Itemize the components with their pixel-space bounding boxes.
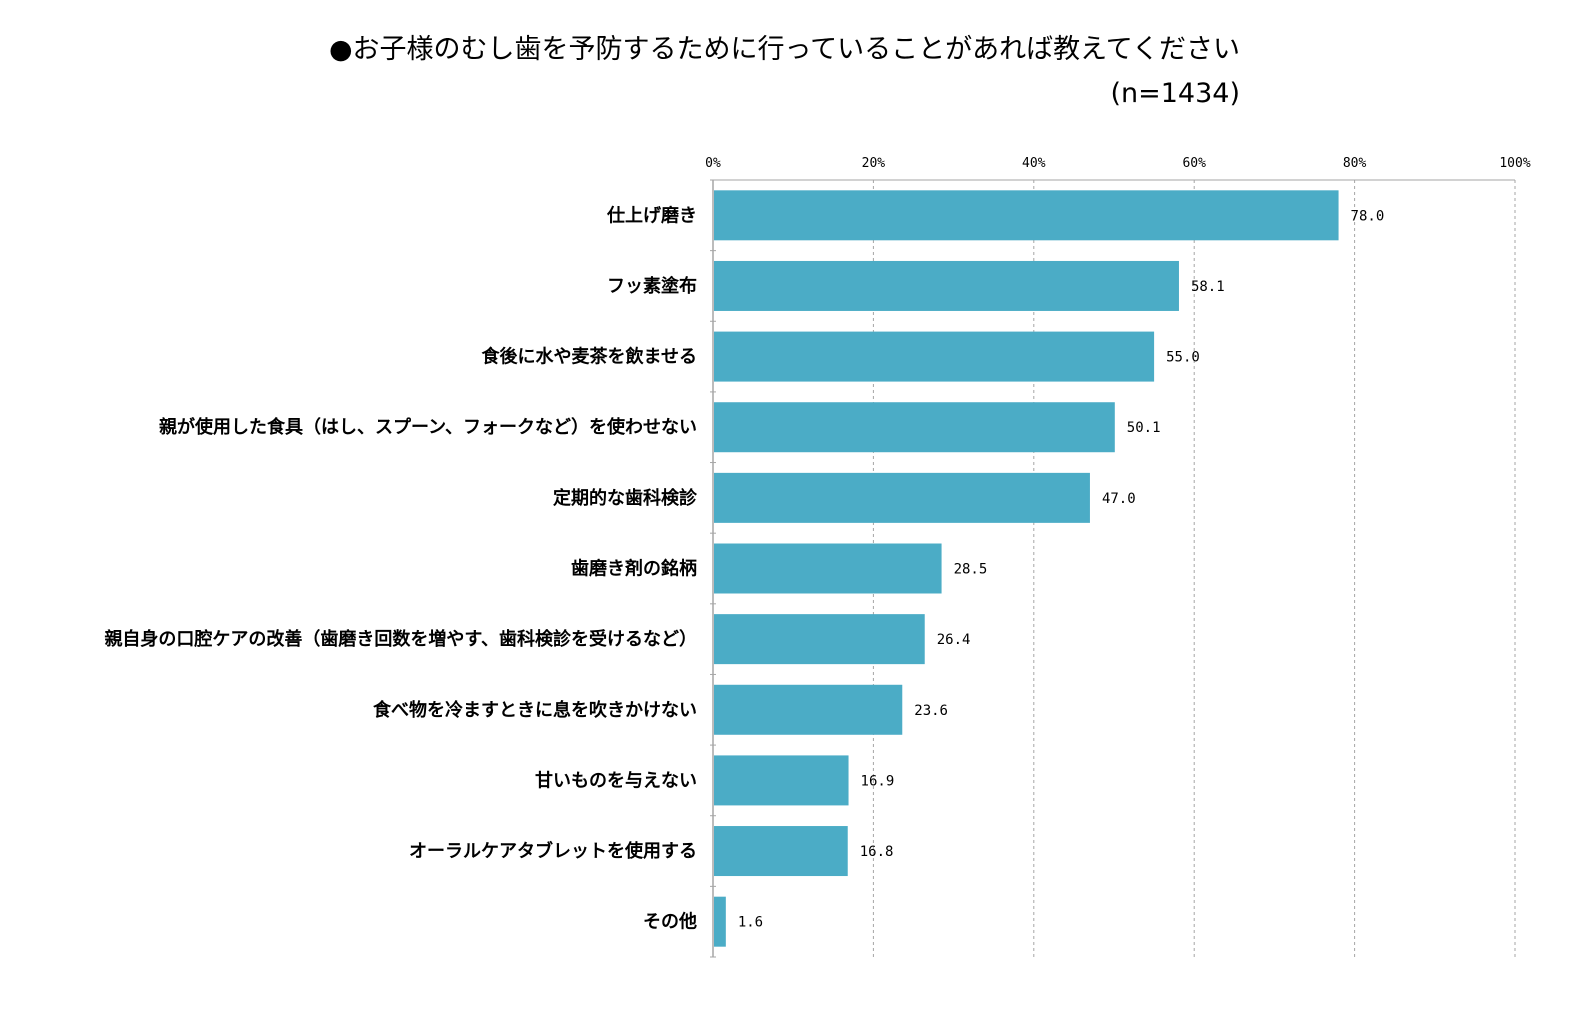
- bar: [714, 684, 903, 735]
- x-tick-label: 40%: [1022, 156, 1046, 171]
- category-label: 食後に水や麦茶を飲ませる: [481, 346, 697, 368]
- x-tick-label: 60%: [1182, 156, 1206, 171]
- bar: [714, 402, 1115, 453]
- chart-subtitle: (n=1434): [1110, 78, 1240, 109]
- data-label: 16.9: [861, 773, 895, 789]
- category-label: 甘いものを与えない: [535, 770, 697, 791]
- bar: [714, 896, 726, 947]
- bar: [714, 190, 1339, 241]
- bar: [714, 543, 942, 594]
- x-tick-label: 0%: [705, 156, 721, 171]
- bar: [714, 331, 1155, 382]
- data-label: 23.6: [914, 703, 948, 719]
- data-label: 47.0: [1102, 491, 1136, 507]
- bar-layer: [714, 190, 1339, 947]
- data-label: 50.1: [1127, 420, 1161, 436]
- category-label: 親が使用した食具（はし、スプーン、フォークなど）を使わせない: [159, 416, 697, 438]
- category-label: 食べ物を冷ますときに息を吹きかけない: [372, 699, 697, 721]
- data-label: 16.8: [860, 844, 894, 860]
- x-tick-label: 20%: [862, 156, 886, 171]
- grid-layer: [710, 179, 1516, 958]
- bar: [714, 614, 925, 665]
- data-label: 1.6: [738, 915, 763, 931]
- bar: [714, 755, 849, 806]
- label-layer: 0% 20% 40% 60% 80% 100% 仕上げ磨き 78.0 フッ素塗布 58.1 食後に水…: [104, 156, 1530, 933]
- data-label: 58.1: [1191, 279, 1225, 295]
- bar: [714, 826, 848, 877]
- x-tick-label: 100%: [1499, 156, 1530, 171]
- data-label: 78.0: [1351, 208, 1385, 224]
- bar: [714, 472, 1090, 523]
- bar: [714, 260, 1179, 311]
- category-label: オーラルケアタブレットを使用する: [409, 840, 697, 862]
- chart-title-block: ●お子様のむし歯を予防するために行っていることがあれば教えてください (n=14…: [0, 28, 1240, 116]
- data-label: 28.5: [954, 562, 988, 578]
- data-label: 26.4: [937, 632, 971, 648]
- category-label: 歯磨き剤の銘柄: [571, 558, 697, 580]
- data-label: 55.0: [1166, 350, 1200, 366]
- category-label: 定期的な歯科検診: [553, 487, 698, 509]
- x-tick-label: 80%: [1343, 156, 1367, 171]
- category-label: 仕上げ磨き: [606, 204, 697, 226]
- category-label: その他: [643, 911, 697, 933]
- category-label: 親自身の口腔ケアの改善（歯磨き回数を増やす、歯科検診を受けるなど）: [104, 628, 697, 650]
- chart-title: ●お子様のむし歯を予防するために行っていることがあれば教えてください: [328, 34, 1240, 65]
- category-label: フッ素塗布: [607, 275, 697, 297]
